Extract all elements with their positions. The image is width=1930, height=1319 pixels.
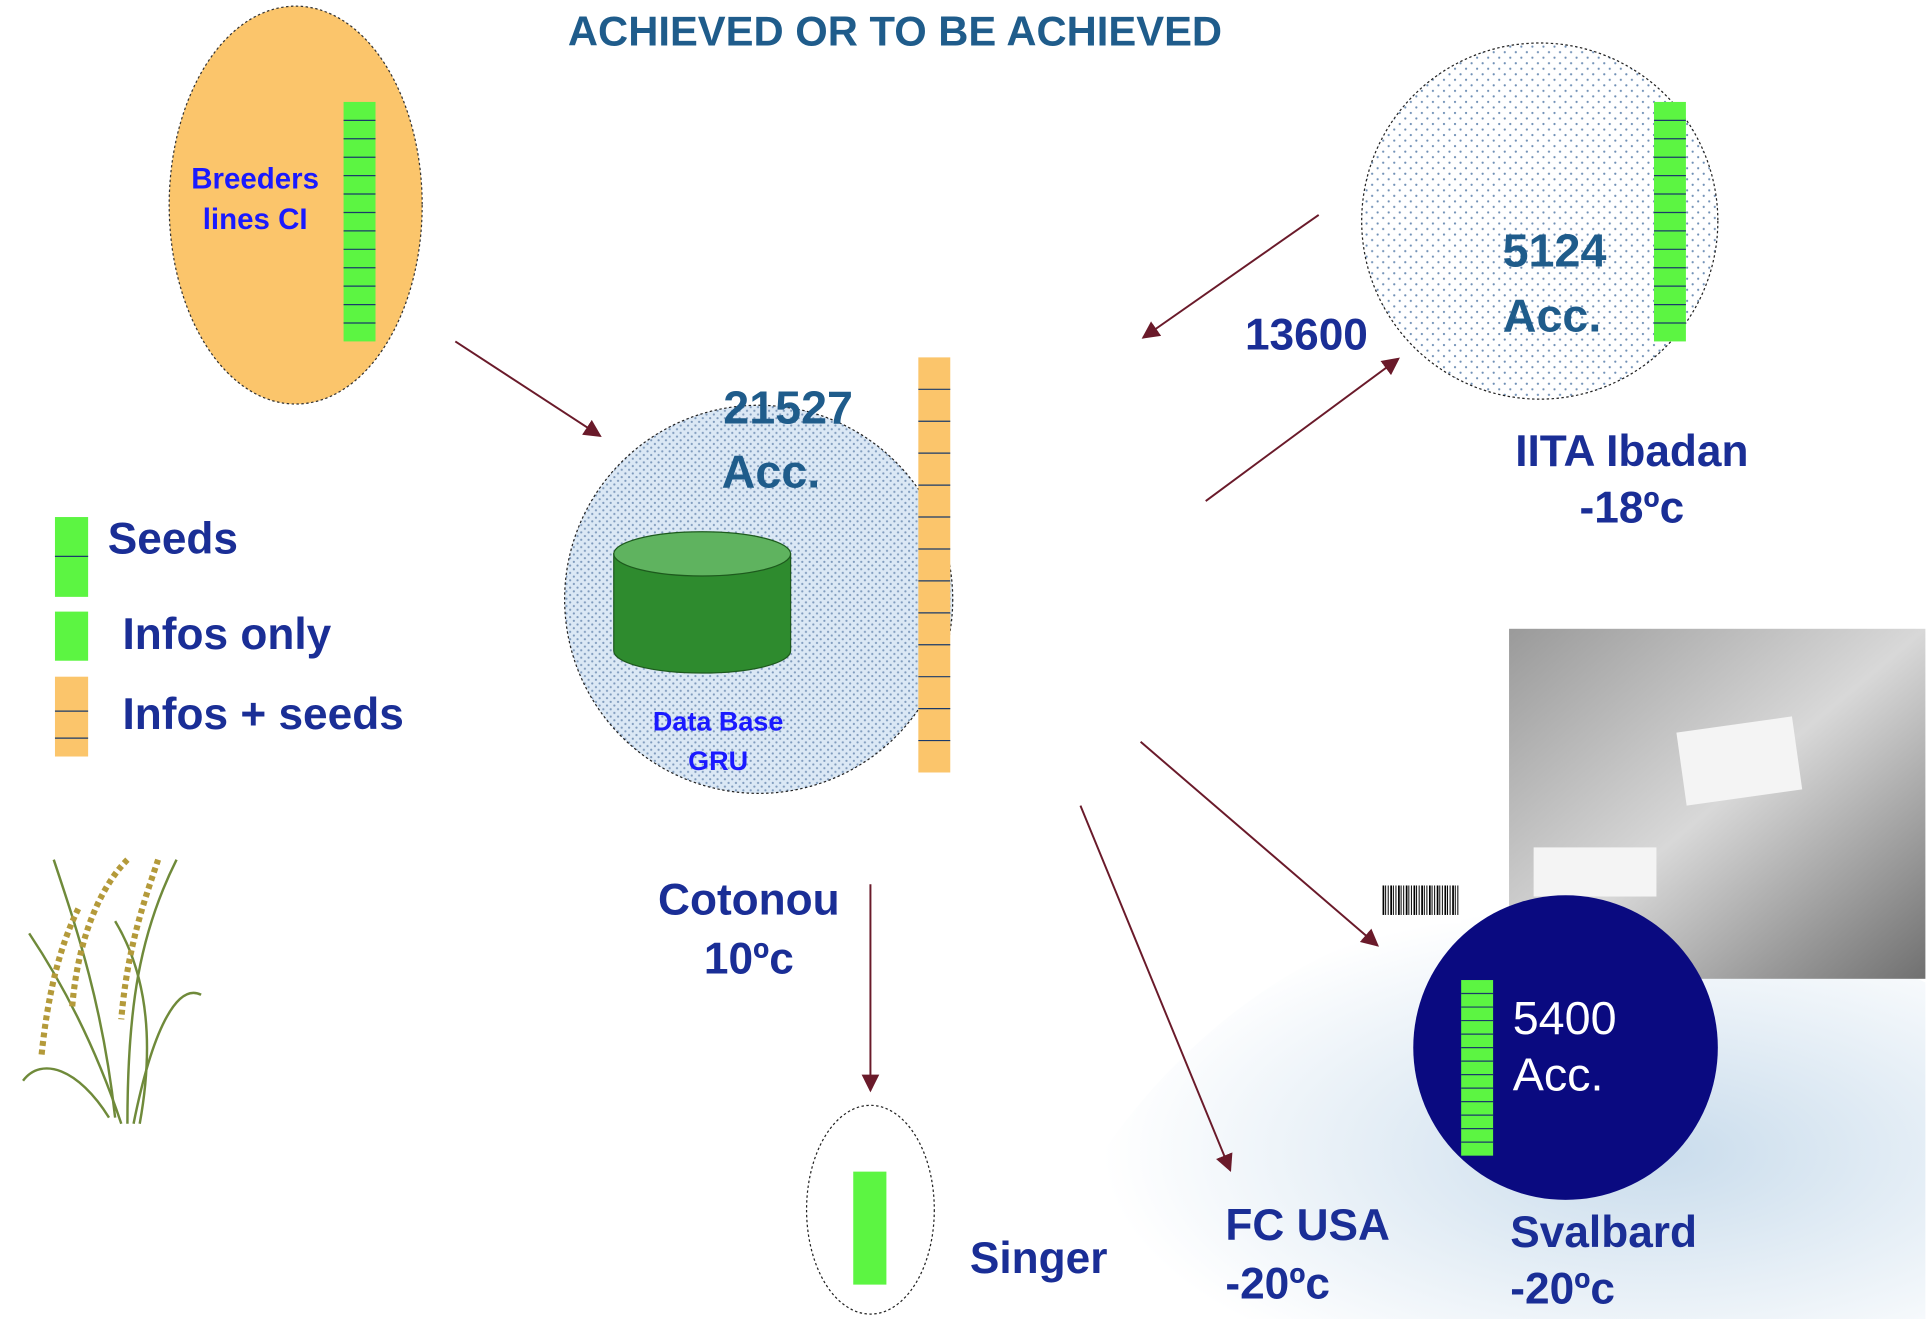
barcode-line bbox=[1455, 885, 1456, 914]
barcode-line bbox=[1432, 885, 1433, 914]
bar-body bbox=[1461, 980, 1493, 1156]
unit: Acc. bbox=[1503, 290, 1602, 342]
seed-bar bbox=[1654, 102, 1686, 341]
temp: 10ºc bbox=[704, 934, 794, 983]
barcode-line bbox=[1406, 885, 1408, 914]
barcode-line bbox=[1416, 885, 1417, 914]
barcode-line bbox=[1447, 885, 1448, 914]
barcode-line bbox=[1403, 885, 1404, 914]
legend-label: Seeds bbox=[108, 514, 238, 563]
arrow bbox=[1141, 742, 1378, 946]
legend-swatch bbox=[55, 612, 88, 661]
bar-body bbox=[1654, 102, 1686, 341]
barcode-line bbox=[1424, 885, 1425, 914]
site: Svalbard bbox=[1510, 1208, 1697, 1257]
barcode-line bbox=[1393, 885, 1394, 914]
seed-bar bbox=[1461, 980, 1493, 1156]
info-bar bbox=[853, 1172, 886, 1285]
packet-label bbox=[1534, 847, 1657, 896]
legend-label: Infos + seeds bbox=[123, 690, 404, 739]
database-label: Data Base bbox=[653, 707, 784, 737]
node-label: lines CI bbox=[203, 203, 308, 236]
barcode-line bbox=[1419, 885, 1420, 914]
node-label: Breeders bbox=[191, 162, 319, 195]
barcode-line bbox=[1442, 885, 1443, 914]
barcode-line bbox=[1434, 885, 1435, 914]
svalbard-node bbox=[1413, 895, 1718, 1200]
barcode-line bbox=[1385, 885, 1386, 914]
unit: Acc. bbox=[1513, 1049, 1604, 1101]
database-label: GRU bbox=[688, 746, 748, 776]
barcode-line bbox=[1450, 885, 1451, 914]
barcode-line bbox=[1383, 885, 1385, 914]
site: FC USA bbox=[1225, 1201, 1390, 1250]
legend-swatch bbox=[55, 677, 88, 757]
barcode-line bbox=[1444, 885, 1446, 914]
barcode-line bbox=[1388, 885, 1389, 914]
unit: Acc. bbox=[722, 446, 821, 498]
edge-label: 13600 bbox=[1245, 310, 1368, 359]
bar-body bbox=[918, 357, 950, 772]
barcode-line bbox=[1421, 885, 1423, 914]
temp: -20ºc bbox=[1510, 1265, 1615, 1314]
barcode-line bbox=[1414, 885, 1416, 914]
arrow bbox=[1206, 359, 1399, 501]
site: IITA Ibadan bbox=[1515, 427, 1748, 476]
barcode-line bbox=[1401, 885, 1402, 914]
diagram: ACHIEVED OR TO BE ACHIEVED Breeders line… bbox=[0, 0, 1930, 1319]
barcode-line bbox=[1411, 885, 1412, 914]
count: 5124 bbox=[1503, 225, 1607, 277]
site: Cotonou bbox=[658, 875, 840, 924]
barcode-line bbox=[1437, 885, 1439, 914]
barcode-line bbox=[1439, 885, 1440, 914]
database-top bbox=[614, 532, 791, 576]
barcode-line bbox=[1408, 885, 1409, 914]
seed-bar bbox=[344, 102, 376, 341]
barcode-line bbox=[1398, 885, 1400, 914]
legend-label: Infos only bbox=[123, 610, 332, 659]
barcode-line bbox=[1457, 885, 1458, 914]
barcode-line bbox=[1395, 885, 1396, 914]
count: 21527 bbox=[723, 382, 853, 434]
barcode-line bbox=[1426, 885, 1427, 914]
barcode-line bbox=[1429, 885, 1431, 914]
barcode-line bbox=[1390, 885, 1392, 914]
temp: -20ºc bbox=[1225, 1260, 1330, 1309]
temp: -18ºc bbox=[1580, 484, 1685, 533]
barcode-line bbox=[1452, 885, 1454, 914]
seed-bar bbox=[918, 357, 950, 772]
count: 5400 bbox=[1513, 992, 1617, 1044]
title: ACHIEVED OR TO BE ACHIEVED bbox=[568, 7, 1222, 54]
barcode bbox=[1381, 884, 1461, 923]
site: Singer bbox=[970, 1234, 1108, 1283]
bar-body bbox=[344, 102, 376, 341]
arrow bbox=[455, 341, 600, 436]
rice-plant-illustration bbox=[23, 860, 201, 1124]
